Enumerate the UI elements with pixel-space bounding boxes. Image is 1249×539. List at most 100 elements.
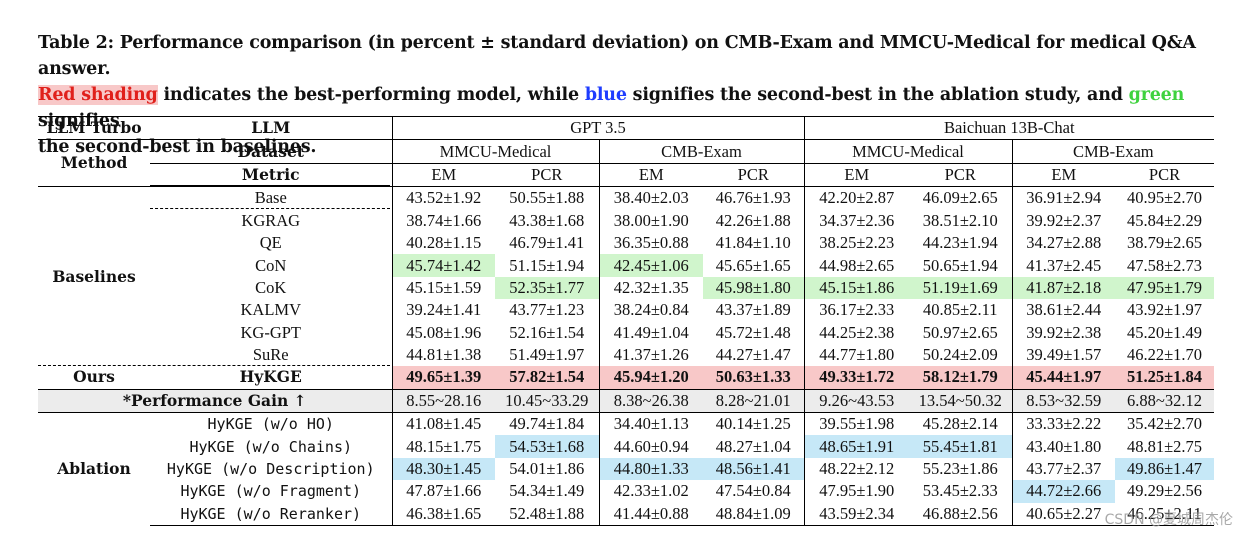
- method-name: HyKGE (w/o Description): [166, 460, 375, 479]
- value-cell: 42.33±1.02: [598, 480, 703, 503]
- value-cell-second-best: 47.95±1.79: [1115, 276, 1215, 300]
- value-cell: 46.79±1.41: [509, 233, 585, 253]
- method-name: Base: [150, 186, 392, 210]
- table-row-ablation-description: HyKGE (w/o Description) 48.30±1.45 54.01…: [38, 457, 1215, 481]
- metric-em: EM: [391, 162, 495, 187]
- value-cell: 44.60±0.94: [598, 435, 703, 458]
- value-cell: 47.95±1.90: [803, 480, 909, 503]
- value-cell-second-best: 45.15±1.86: [803, 276, 909, 300]
- value-cell: 47.87±1.66: [391, 480, 495, 503]
- value-cell: 45.28±2.14: [909, 412, 1012, 436]
- value-cell: 38.24±0.84: [598, 299, 703, 322]
- method-name: SuRe: [252, 345, 289, 365]
- table-row-base: Baselines Base 43.52±1.92 50.55±1.88 38.…: [38, 186, 1215, 367]
- value-cell: 52.16±1.54: [509, 322, 585, 342]
- value-cell-second-best: 48.65±1.91: [803, 435, 909, 458]
- value-cell: 54.01±1.86: [509, 459, 585, 479]
- method-name: HyKGE (w/o HO): [150, 412, 392, 436]
- method-name: KALMV: [240, 300, 302, 320]
- value-cell: 54.34±1.49: [509, 481, 585, 501]
- value-cell: 49.74±1.84: [495, 412, 599, 436]
- caption-green-word: green: [1128, 85, 1185, 105]
- method-name: CoN: [255, 255, 287, 275]
- value-cell-best: 45.44±1.97: [1011, 366, 1115, 390]
- table-row-hykge: Ours HyKGE 49.65±1.39 57.82±1.54 45.94±1…: [38, 366, 1215, 390]
- value-cell: 45.15±1.59: [391, 276, 495, 300]
- value-cell-best: 57.82±1.54: [495, 366, 599, 390]
- value-cell: 38.79±2.65: [1126, 233, 1203, 253]
- value-cell: 41.49±1.04: [598, 321, 703, 344]
- dashed-rule-ours: [38, 365, 390, 366]
- method-name-hykge: HyKGE: [239, 367, 302, 387]
- dataset-header: Dataset: [150, 139, 392, 164]
- value-cell-second-best: 42.45±1.06: [598, 254, 703, 277]
- table-row-ablation-chains: HyKGE (w/o Chains) 48.15±1.75 54.53±1.68…: [38, 435, 1214, 458]
- value-cell: 41.08±1.45: [391, 412, 495, 436]
- value-cell: 46.38±1.65: [391, 502, 495, 527]
- value-cell: 42.32±1.35: [598, 276, 703, 300]
- metric-header: Metric: [150, 162, 392, 187]
- value-cell: 51.15±1.94: [509, 255, 585, 275]
- table-row-qe: QE 40.28±1.15 46.79±1.41 36.35±0.88 41.8…: [38, 231, 1214, 255]
- value-cell: 50.55±1.88: [495, 186, 599, 210]
- gain-cell: 8.28~21.01: [703, 388, 804, 413]
- value-cell: 43.59±2.34: [803, 502, 909, 527]
- value-cell: 38.25±2.23: [803, 231, 909, 255]
- value-cell: 33.33±2.22: [1011, 412, 1115, 436]
- metric-em: EM: [803, 162, 909, 187]
- value-cell: 36.91±2.94: [1011, 186, 1115, 210]
- table-row-cok: CoK 45.15±1.59 52.35±1.77 42.32±1.35 45.…: [38, 276, 1215, 300]
- value-cell: 43.77±1.23: [509, 300, 585, 320]
- value-cell: 45.72±1.48: [715, 322, 791, 342]
- llm-header: LLM: [150, 115, 392, 140]
- method-name: QE: [259, 233, 282, 253]
- value-cell: 55.23±1.86: [922, 459, 998, 479]
- value-cell: 43.52±1.92: [391, 186, 495, 210]
- gain-cell: 9.26~43.53: [803, 388, 909, 413]
- header-row-metric: Metric EM PCR EM PCR EM PCR EM PCR: [38, 162, 1215, 187]
- value-cell: 38.74±1.66: [391, 209, 495, 232]
- method-name: HyKGE (w/o Chains): [189, 437, 353, 456]
- value-cell: 48.15±1.75: [391, 435, 495, 458]
- caption-line-1: Table 2: Performance comparison (in perc…: [38, 33, 1196, 79]
- gain-cell: 10.45~33.29: [495, 388, 599, 413]
- bc-cmb-header: CMB-Exam: [1011, 139, 1215, 164]
- value-cell: 43.92±1.97: [1126, 300, 1203, 320]
- caption-text: indicates the best-performing model, whi…: [157, 85, 585, 105]
- table-row-ablation-fragment: HyKGE (w/o Fragment) 47.87±1.66 54.34±1.…: [38, 480, 1214, 503]
- value-cell: 40.85±2.11: [923, 300, 998, 320]
- table-row-kgrag: KGRAG 38.74±1.66 43.38±1.68 38.00±1.90 4…: [38, 209, 1214, 232]
- value-cell-second-best: 44.72±2.66: [1011, 480, 1115, 503]
- value-cell: 36.35±0.88: [598, 231, 703, 255]
- value-cell-second-best: 45.98±1.80: [703, 276, 804, 300]
- value-cell-second-best: 41.87±2.18: [1011, 276, 1115, 300]
- gain-cell: 8.55~28.16: [391, 388, 495, 413]
- value-cell: 38.51±2.10: [922, 210, 998, 230]
- value-cell: 46.09±2.65: [909, 186, 1012, 210]
- group-baselines: Baselines: [38, 186, 150, 367]
- value-cell: 39.55±1.98: [803, 412, 909, 436]
- value-cell: 43.40±1.80: [1011, 435, 1115, 458]
- table-row-kggpt: KG-GPT 45.08±1.96 52.16±1.54 41.49±1.04 …: [38, 321, 1214, 344]
- results-table: LLM Turbo LLM GPT 3.5 Baichuan 13B-Chat …: [38, 115, 1215, 527]
- value-cell: 50.65±1.94: [922, 255, 998, 275]
- value-cell: 35.42±2.70: [1115, 412, 1215, 436]
- value-cell: 44.27±1.47: [715, 345, 791, 365]
- value-cell: 53.45±2.33: [922, 481, 998, 501]
- llm-turbo-header: LLM Turbo: [38, 115, 150, 140]
- value-cell: 41.84±1.10: [715, 233, 791, 253]
- gain-cell: 6.88~32.12: [1115, 388, 1215, 413]
- value-cell: 38.40±2.03: [598, 186, 703, 210]
- value-cell: 34.40±1.13: [598, 412, 703, 436]
- value-cell: 43.37±1.89: [715, 300, 791, 320]
- value-cell: 44.77±1.80: [803, 343, 909, 367]
- gpt-cmb-header: CMB-Exam: [598, 139, 804, 164]
- value-cell: 48.27±1.04: [715, 436, 791, 456]
- dashed-rule-base: [150, 208, 390, 209]
- method-name: HyKGE (w/o Reranker): [150, 502, 392, 527]
- table-row-sure: SuRe 44.81±1.38 51.49±1.97 41.37±1.26 44…: [38, 343, 1214, 367]
- caption-red-word: Red shading: [38, 85, 158, 105]
- value-cell: 47.58±2.73: [1126, 255, 1203, 275]
- method-name: HyKGE (w/o Fragment): [180, 482, 362, 501]
- value-cell: 50.97±2.65: [922, 322, 998, 342]
